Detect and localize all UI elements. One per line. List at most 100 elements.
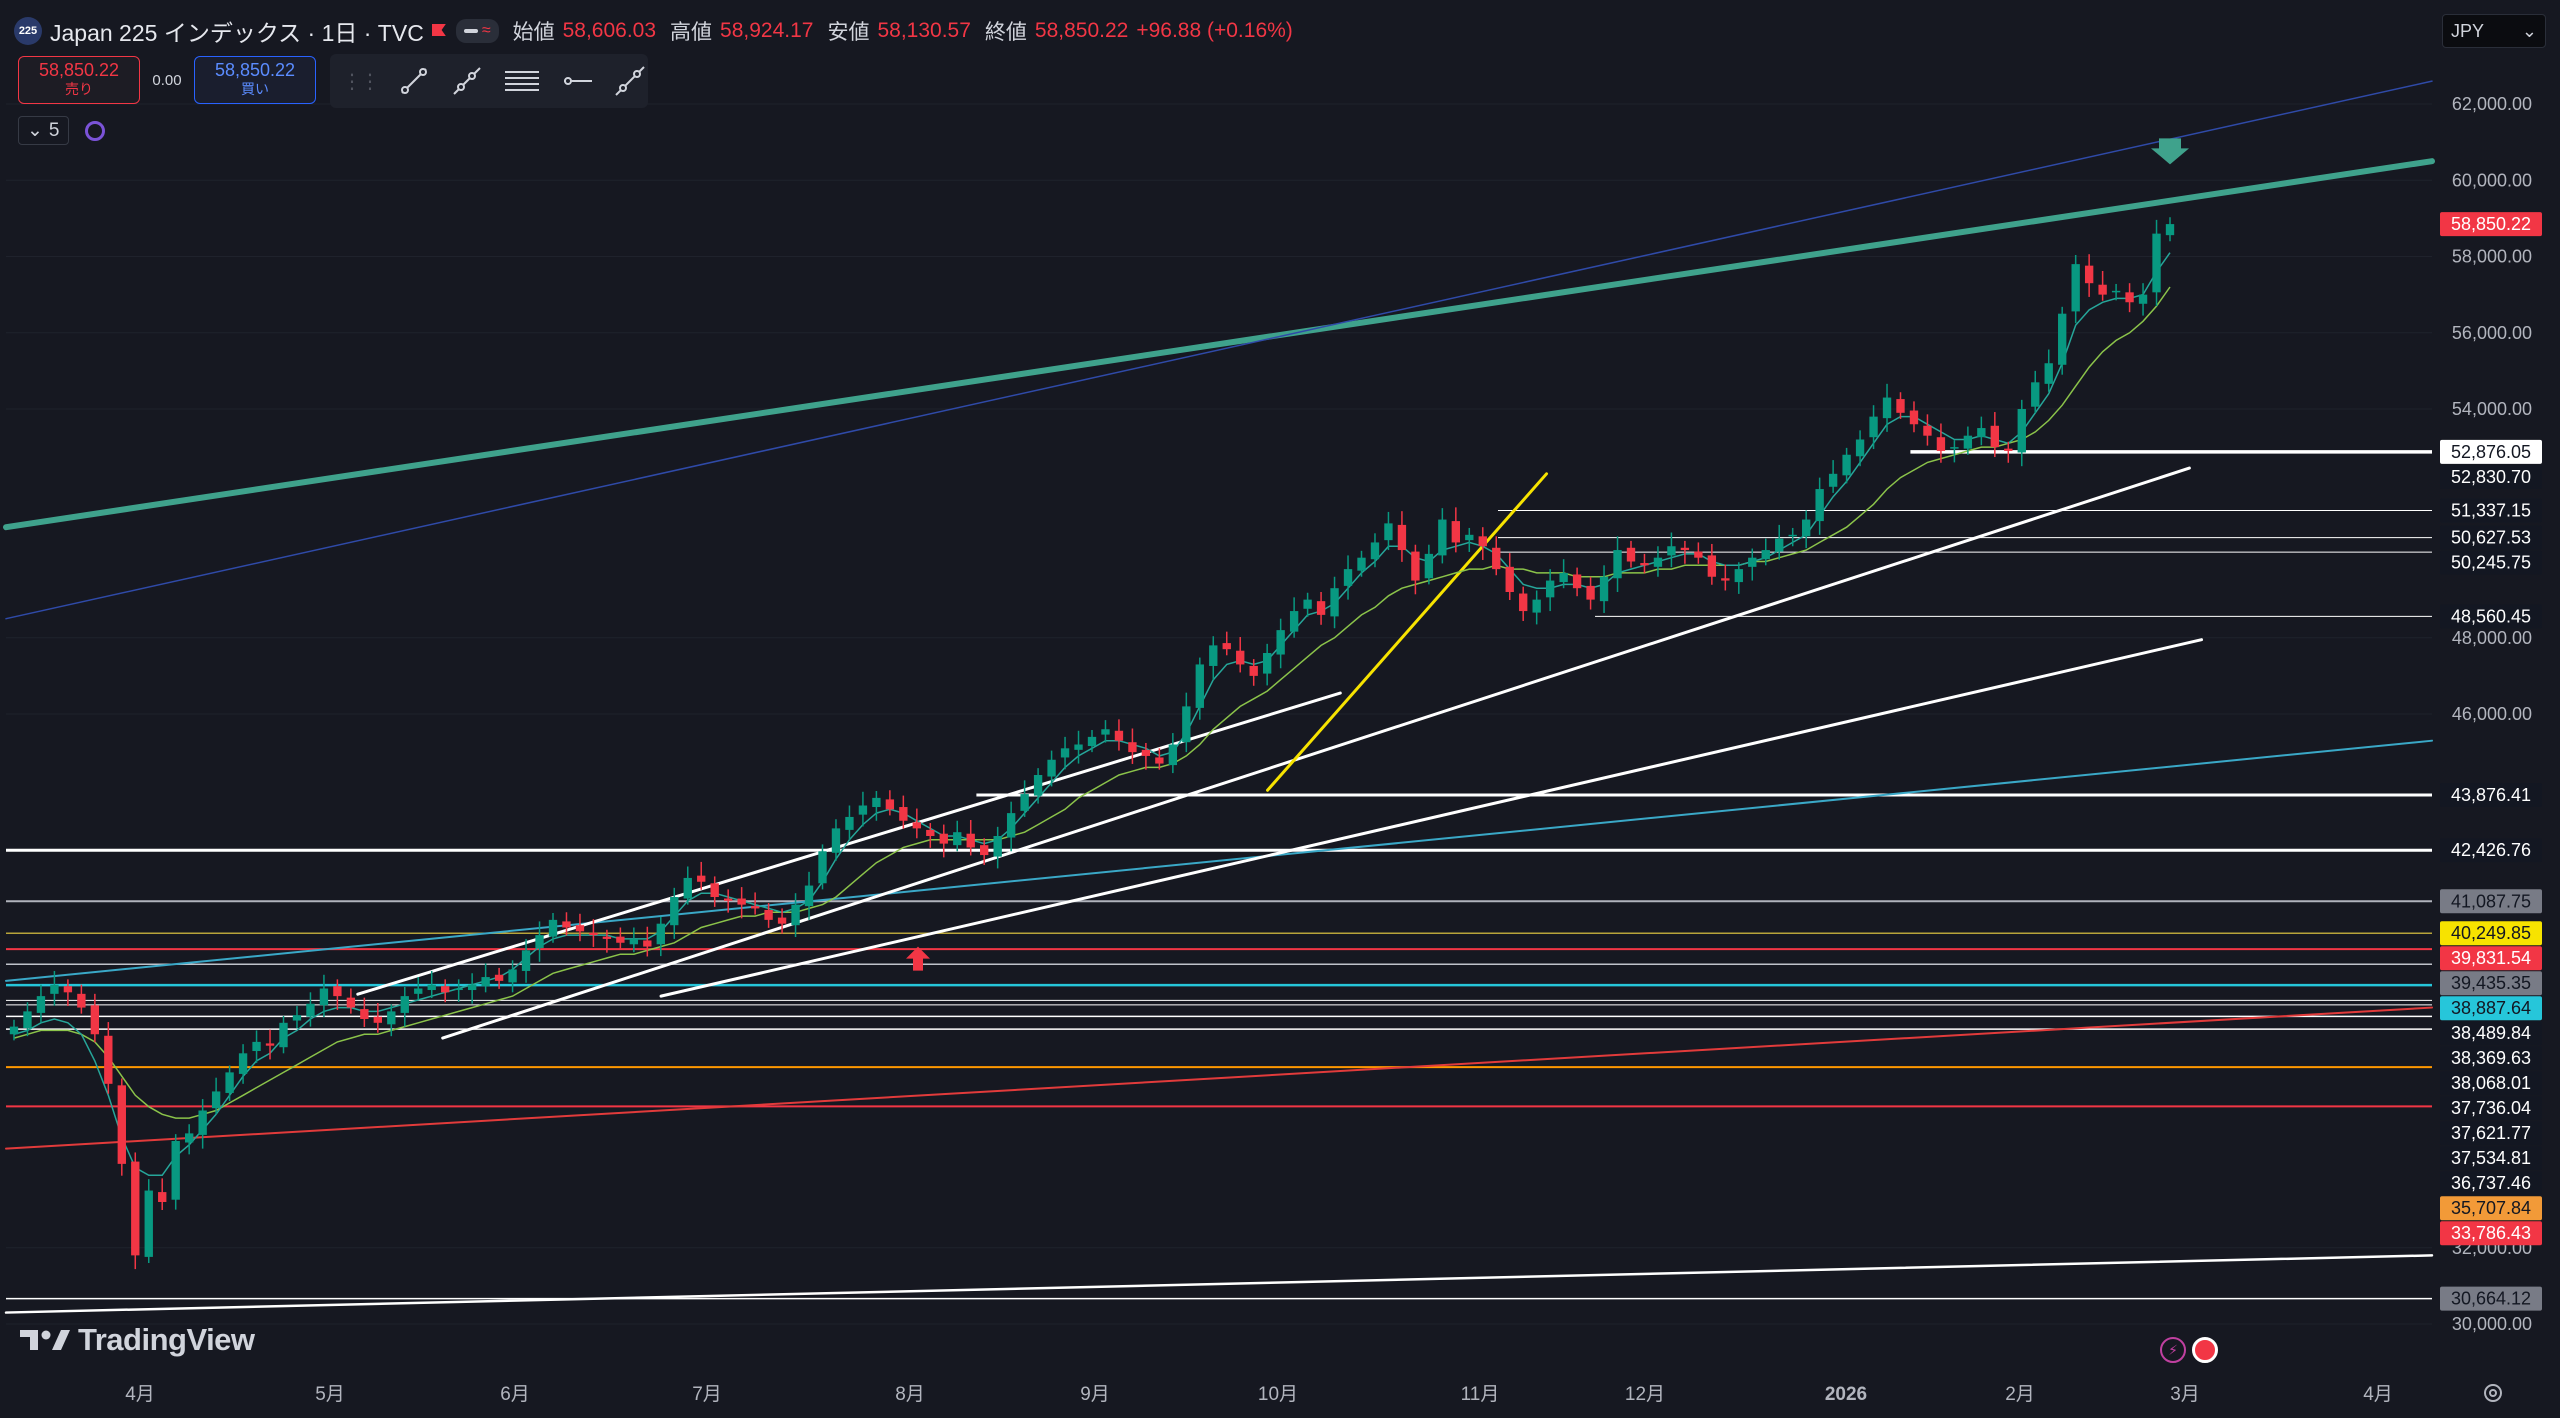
level-price-label[interactable]: 33,786.43 <box>2451 1223 2531 1243</box>
drawing-layer[interactable] <box>3 80 2435 1314</box>
candle[interactable] <box>1397 524 1407 551</box>
candle[interactable] <box>1828 473 1838 487</box>
candle[interactable] <box>1680 547 1690 551</box>
candle[interactable] <box>1936 437 1946 451</box>
candle[interactable] <box>1438 519 1447 556</box>
currency-select[interactable]: JPY ⌄ <box>2442 14 2546 48</box>
candle[interactable] <box>953 832 962 846</box>
candle[interactable] <box>184 1133 194 1143</box>
candle[interactable] <box>117 1085 126 1164</box>
candle[interactable] <box>1182 706 1191 743</box>
candle[interactable] <box>1896 399 1905 413</box>
candle[interactable] <box>198 1110 207 1135</box>
candle[interactable] <box>400 996 409 1013</box>
candle[interactable] <box>1276 630 1285 655</box>
tradingview-logo[interactable]: TradingView <box>20 1322 255 1358</box>
candle[interactable] <box>670 897 679 926</box>
candle[interactable] <box>548 919 558 937</box>
candle[interactable] <box>1667 546 1676 556</box>
level-price-label[interactable]: 37,534.81 <box>2451 1148 2531 1168</box>
candle[interactable] <box>306 1003 315 1017</box>
candle[interactable] <box>1209 645 1218 666</box>
candle[interactable] <box>346 997 356 1008</box>
candle[interactable] <box>2004 448 2013 451</box>
candle[interactable] <box>1545 580 1555 598</box>
candle[interactable] <box>926 829 935 836</box>
candle[interactable] <box>2152 233 2161 293</box>
candle[interactable] <box>2058 313 2067 365</box>
candle[interactable] <box>1128 742 1137 753</box>
candle[interactable] <box>1114 730 1124 741</box>
candle[interactable] <box>939 833 948 844</box>
candle[interactable] <box>777 917 787 924</box>
candle[interactable] <box>1977 428 1986 438</box>
candle[interactable] <box>643 940 652 947</box>
level-price-label[interactable]: 35,707.84 <box>2451 1198 2531 1218</box>
candle[interactable] <box>1990 425 2000 448</box>
candle[interactable] <box>1599 576 1609 602</box>
candle[interactable] <box>1316 601 1326 615</box>
candle[interactable] <box>737 898 746 905</box>
candle[interactable] <box>414 988 423 994</box>
candle[interactable] <box>535 935 544 949</box>
candle[interactable] <box>131 1161 140 1256</box>
candle[interactable] <box>211 1091 221 1109</box>
candle[interactable] <box>1815 489 1824 522</box>
candle[interactable] <box>575 925 585 932</box>
candle[interactable] <box>494 974 504 981</box>
visibility-toggle[interactable]: ≈ <box>455 19 499 43</box>
level-price-label[interactable]: 30,664.12 <box>2451 1289 2531 1309</box>
candle[interactable] <box>1155 757 1164 764</box>
candle[interactable] <box>1222 643 1231 650</box>
candle[interactable] <box>1801 519 1811 537</box>
level-price-label[interactable]: 43,876.41 <box>2451 785 2531 805</box>
candle[interactable] <box>1006 813 1016 838</box>
sell-button[interactable]: 58,850.22 売り <box>18 56 140 104</box>
candle[interactable] <box>454 988 463 991</box>
candle[interactable] <box>656 923 665 945</box>
drag-handle-icon[interactable]: ⋮⋮ <box>342 70 380 93</box>
candle[interactable] <box>1586 585 1595 600</box>
candle[interactable] <box>1168 744 1178 766</box>
candle[interactable] <box>750 906 760 909</box>
candle[interactable] <box>9 1026 19 1035</box>
candle[interactable] <box>602 936 612 939</box>
candle[interactable] <box>1289 611 1299 632</box>
trend-line-icon[interactable] <box>396 62 432 100</box>
trend-line[interactable] <box>3 158 2435 531</box>
candle[interactable] <box>104 1035 113 1084</box>
candle[interactable] <box>1869 416 1878 438</box>
candle[interactable] <box>1613 550 1622 579</box>
candle[interactable] <box>158 1192 167 1202</box>
level-price-label[interactable]: 36,737.46 <box>2451 1173 2531 1193</box>
candle[interactable] <box>2044 363 2053 384</box>
time-axis[interactable]: 4月 5月 6月 7月 8月 9月 10月 11月 12月 2026 2月 3月 4月 <box>125 1384 2393 1405</box>
candle[interactable] <box>885 799 895 810</box>
level-price-label[interactable]: 38,369.63 <box>2451 1048 2531 1068</box>
sync-icon[interactable] <box>84 120 105 141</box>
candle[interactable] <box>90 1005 100 1035</box>
candle[interactable] <box>2071 264 2080 312</box>
level-price-label[interactable]: 41,087.75 <box>2451 891 2531 911</box>
candle[interactable] <box>1249 665 1258 676</box>
candle[interactable] <box>1101 729 1110 735</box>
candle[interactable] <box>791 904 800 926</box>
candle[interactable] <box>858 805 868 815</box>
candle[interactable] <box>2084 265 2094 284</box>
parallel-channel-icon[interactable] <box>503 62 541 100</box>
candle[interactable] <box>1492 547 1501 570</box>
symbol-logo[interactable]: 225 <box>14 17 42 45</box>
level-price-label[interactable]: 50,245.75 <box>2451 553 2531 573</box>
record-icon[interactable] <box>2192 1337 2218 1363</box>
trend-line[interactable] <box>356 691 1342 996</box>
extended-line-icon[interactable] <box>613 62 649 100</box>
level-price-label[interactable]: 48,560.45 <box>2451 606 2531 626</box>
candle[interactable] <box>710 883 719 897</box>
candle[interactable] <box>387 1011 396 1025</box>
level-price-label[interactable]: 39,435.35 <box>2451 973 2531 993</box>
candle[interactable] <box>764 909 773 920</box>
candle[interactable] <box>36 996 46 1013</box>
candle[interactable] <box>2017 409 2026 453</box>
candle[interactable] <box>629 938 639 945</box>
